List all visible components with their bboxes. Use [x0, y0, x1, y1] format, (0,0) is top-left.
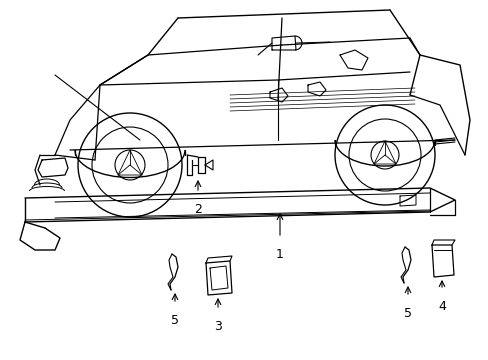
Text: 4: 4 [437, 300, 445, 313]
Text: 5: 5 [171, 314, 179, 327]
Text: 3: 3 [214, 320, 222, 333]
Text: 2: 2 [194, 203, 202, 216]
Text: 1: 1 [276, 248, 284, 261]
Text: 5: 5 [403, 307, 411, 320]
